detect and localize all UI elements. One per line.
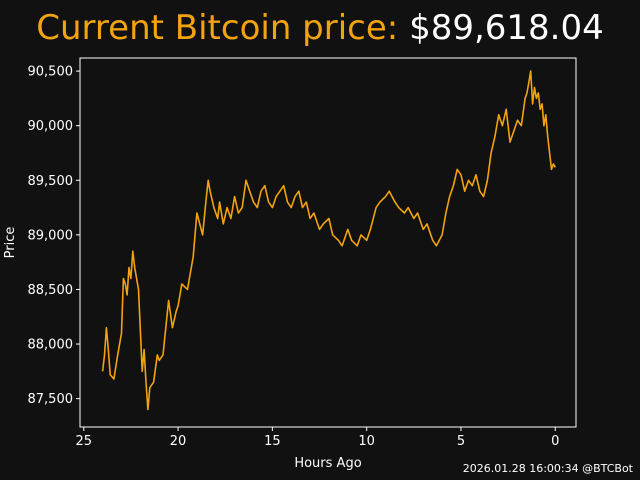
y-tick-label: 89,500 bbox=[28, 174, 74, 189]
y-tick-label: 89,000 bbox=[28, 228, 74, 243]
y-tick-label: 90,000 bbox=[28, 119, 74, 134]
price-series-line bbox=[101, 70, 557, 411]
y-tick-label: 88,000 bbox=[28, 338, 74, 353]
x-tick-label: 5 bbox=[457, 434, 465, 449]
y-tick-label: 88,500 bbox=[28, 283, 74, 298]
x-tick-label: 0 bbox=[551, 434, 559, 449]
footer-timestamp: 2026.01.28 16:00:34 @BTCBot bbox=[462, 462, 633, 475]
current-price: $89,618.04 bbox=[409, 8, 604, 48]
x-tick-label: 10 bbox=[358, 434, 375, 449]
title-label: Current Bitcoin price: bbox=[36, 8, 399, 48]
plot-frame bbox=[79, 57, 577, 428]
x-tick-label: 15 bbox=[264, 434, 281, 449]
y-tick-label: 90,500 bbox=[28, 65, 74, 80]
x-axis-label: Hours Ago bbox=[294, 456, 361, 471]
x-tick-label: 25 bbox=[75, 434, 92, 449]
y-axis-label: Price bbox=[3, 227, 18, 259]
x-tick-label: 20 bbox=[170, 434, 187, 449]
chart-title: Current Bitcoin price: $89,618.04 bbox=[0, 8, 640, 48]
y-tick-label: 87,500 bbox=[28, 392, 74, 407]
